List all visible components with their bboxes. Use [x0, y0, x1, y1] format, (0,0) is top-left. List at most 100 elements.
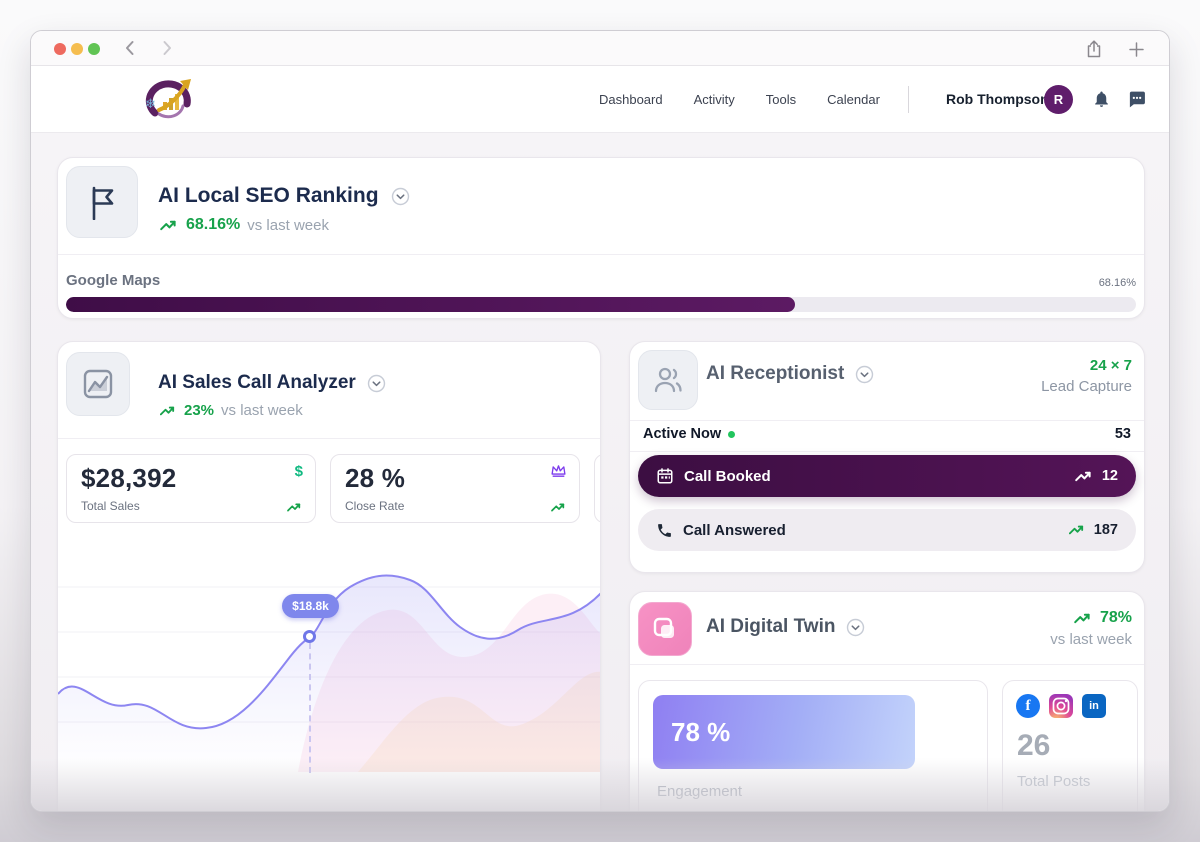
close-window-button[interactable] [54, 43, 66, 55]
user-name[interactable]: Rob Thompson [946, 91, 1049, 107]
minimize-window-button[interactable] [71, 43, 83, 55]
share-icon[interactable] [1082, 37, 1106, 61]
card-ai-local-seo-ranking: AI Local SEO Ranking 68.16% vs last week… [57, 157, 1145, 319]
twin-trend-suffix: vs last week [1050, 631, 1132, 648]
contacts-icon [654, 367, 682, 393]
total-posts-label: Total Posts [1017, 773, 1091, 790]
avatar[interactable]: R [1044, 85, 1073, 114]
trend-up-icon [160, 405, 177, 417]
nav-dashboard[interactable]: Dashboard [599, 91, 663, 107]
active-now-row: Active Now 53 [643, 426, 1131, 442]
dashboard-main: AI Local SEO Ranking 68.16% vs last week… [31, 133, 1169, 811]
card-ai-digital-twin: AI Digital Twin 78% vs last week 78 % En… [629, 591, 1145, 811]
seo-card-title: AI Local SEO Ranking [158, 184, 379, 207]
stat-value: 28 % [345, 463, 406, 493]
lead-capture-247: 24 × 7 [1089, 357, 1132, 374]
chart-image-icon [83, 369, 113, 399]
call-booked-row[interactable]: Call Booked 12 [638, 455, 1136, 497]
chat-icon[interactable] [1125, 87, 1149, 111]
chevron-down-icon[interactable] [367, 374, 386, 393]
instagram-icon[interactable] [1049, 694, 1073, 718]
zoom-window-button[interactable] [88, 43, 100, 55]
notifications-bell-icon[interactable] [1089, 87, 1113, 111]
back-button[interactable] [117, 36, 141, 60]
nav-activity[interactable]: Activity [693, 91, 735, 107]
trend-up-icon [551, 502, 567, 513]
trend-up-icon [1075, 470, 1094, 483]
crown-icon [550, 463, 567, 478]
card-ai-receptionist: AI Receptionist 24 × 7 Lead Capture Acti… [629, 341, 1145, 573]
seo-trend-value: 68.16% [186, 216, 241, 233]
sales-trend-value: 23% [184, 402, 215, 419]
sales-card-title: AI Sales Call Analyzer [158, 372, 356, 393]
trend-up-icon [287, 502, 303, 513]
call-booked-value: 12 [1101, 468, 1118, 484]
calendar-icon [657, 468, 673, 484]
facebook-icon[interactable]: f [1016, 694, 1040, 718]
chart-hover-guideline [309, 643, 311, 773]
stat-label: Total Sales [81, 499, 140, 513]
browser-titlebar [31, 31, 1169, 66]
chevron-down-icon[interactable] [855, 365, 874, 384]
new-tab-icon[interactable] [1124, 37, 1148, 61]
seo-card-divider [58, 254, 1144, 255]
digital-twin-card-divider [630, 664, 1144, 665]
call-answered-row[interactable]: Call Answered 187 [638, 509, 1136, 551]
online-status-dot [728, 430, 736, 438]
seo-card-tile [66, 166, 138, 238]
card-ai-sales-call-analyzer: AI Sales Call Analyzer 23% vs last week … [57, 341, 601, 811]
nav-tools[interactable]: Tools [765, 91, 797, 107]
digital-twin-card-title: AI Digital Twin [706, 616, 836, 637]
active-now-value: 53 [1114, 426, 1131, 442]
receptionist-card-title: AI Receptionist [706, 363, 845, 384]
seo-progress-fill [66, 297, 796, 312]
chart-point-marker [303, 630, 316, 643]
receptionist-card-divider [630, 420, 1144, 421]
engagement-panel: 78 % Engagement [638, 680, 988, 811]
trend-up-icon [1074, 612, 1093, 625]
linkedin-icon[interactable]: in [1082, 694, 1106, 718]
twin-trend-value: 78% [1099, 609, 1132, 626]
dollar-icon: $ [294, 463, 303, 480]
flag-icon [92, 186, 114, 220]
call-answered-label: Call Answered [683, 521, 786, 539]
browser-window: ❄ Dashboard Activity Tools Calendar Rob … [30, 30, 1170, 812]
header-divider [908, 86, 909, 113]
sales-trend-suffix: vs last week [221, 402, 303, 419]
stat-label: Close Rate [345, 499, 405, 513]
stat-card-total-sales: $28,392 $ Total Sales [66, 454, 316, 523]
forward-button[interactable] [155, 36, 179, 60]
seo-trend-suffix: vs last week [247, 216, 329, 234]
chevron-down-icon[interactable] [846, 618, 865, 637]
engagement-label: Engagement [657, 783, 743, 800]
call-answered-value: 187 [1093, 522, 1118, 538]
total-posts-panel: f in 26 Total Posts [1002, 680, 1138, 811]
chevron-down-icon[interactable] [391, 187, 410, 206]
engagement-value: 78 % [671, 716, 731, 747]
main-nav: Dashboard Activity Tools Calendar [599, 66, 880, 132]
chart-tooltip: $18.8k [282, 594, 339, 618]
lead-capture-label: Lead Capture [1041, 378, 1132, 395]
sales-card-tile [66, 352, 130, 416]
stat-card-partial [594, 454, 600, 523]
active-now-label: Active Now [643, 426, 722, 442]
seo-metric-value: 68.16% [1098, 277, 1136, 289]
trend-up-icon [160, 219, 179, 232]
seo-metric-label: Google Maps [66, 272, 161, 289]
digital-twin-card-tile [638, 602, 692, 656]
trend-up-icon [1069, 524, 1086, 536]
seo-progress-track [66, 297, 1136, 312]
receptionist-row-divider [630, 451, 1144, 452]
phone-icon [658, 523, 671, 537]
receptionist-card-tile [638, 350, 698, 410]
nav-calendar[interactable]: Calendar [827, 91, 880, 107]
call-booked-label: Call Booked [684, 467, 771, 485]
sales-card-divider [58, 438, 600, 439]
total-posts-value: 26 [1017, 729, 1051, 762]
stat-card-close-rate: 28 % Close Rate [330, 454, 580, 523]
engagement-bar: 78 % [653, 695, 915, 769]
brand-logo[interactable]: ❄ [139, 70, 201, 130]
svg-text:❄: ❄ [145, 96, 156, 111]
sales-chart [58, 542, 600, 772]
stat-value: $28,392 [81, 463, 177, 493]
